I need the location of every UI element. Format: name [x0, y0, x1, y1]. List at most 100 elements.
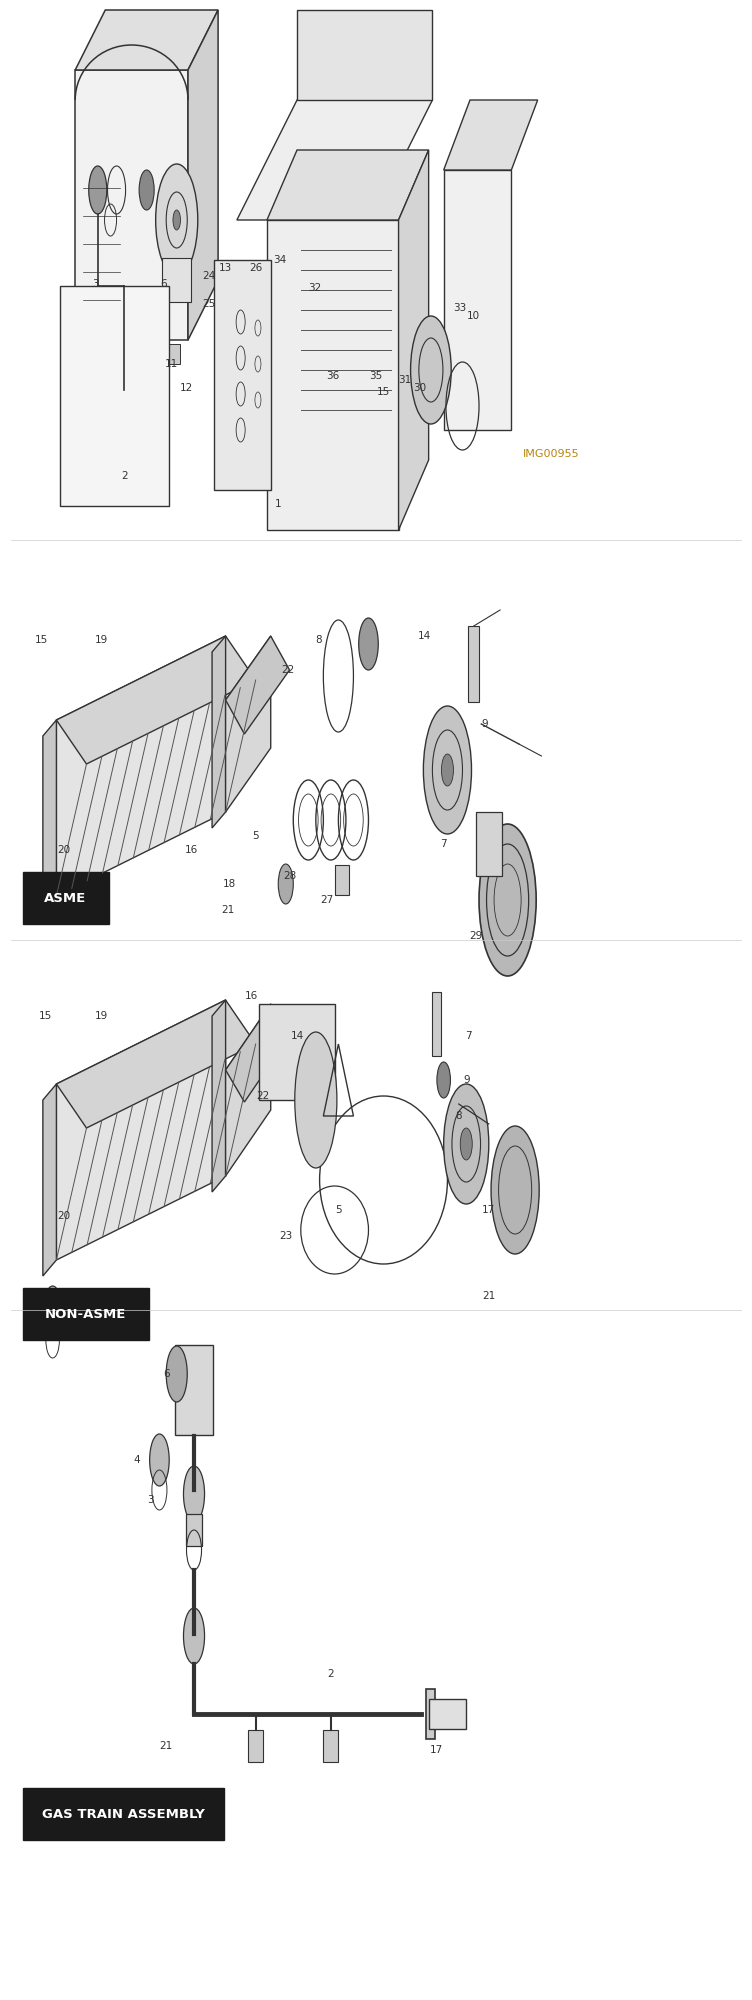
Circle shape [278, 864, 293, 904]
Text: 2: 2 [121, 470, 127, 480]
Polygon shape [212, 1000, 226, 1192]
Text: 17: 17 [482, 1204, 496, 1216]
Text: 29: 29 [469, 932, 483, 942]
Circle shape [437, 1062, 450, 1098]
Text: GAS TRAIN ASSEMBLY: GAS TRAIN ASSEMBLY [42, 1808, 205, 1820]
Polygon shape [162, 258, 191, 302]
Circle shape [156, 164, 198, 276]
FancyBboxPatch shape [23, 1288, 149, 1340]
Text: 7: 7 [465, 1032, 472, 1040]
Text: 7: 7 [441, 840, 447, 848]
Polygon shape [175, 1344, 213, 1436]
Polygon shape [226, 636, 271, 812]
Circle shape [150, 1434, 169, 1486]
Text: 22: 22 [256, 1092, 270, 1100]
Circle shape [183, 1608, 205, 1664]
Ellipse shape [295, 1032, 337, 1168]
Polygon shape [267, 150, 429, 220]
Polygon shape [297, 10, 432, 100]
Circle shape [441, 754, 453, 786]
Text: IMG00955: IMG00955 [523, 450, 579, 460]
Circle shape [44, 1286, 62, 1334]
Circle shape [359, 618, 378, 670]
Polygon shape [43, 1084, 56, 1276]
Text: 1: 1 [275, 498, 281, 508]
Circle shape [444, 1084, 489, 1204]
Polygon shape [56, 636, 256, 764]
Text: 3: 3 [92, 278, 99, 288]
Circle shape [166, 1346, 187, 1402]
Text: 28: 28 [283, 872, 296, 880]
Text: 15: 15 [377, 388, 390, 396]
Circle shape [479, 824, 536, 976]
Polygon shape [56, 636, 226, 896]
Polygon shape [166, 344, 180, 364]
Text: 19: 19 [95, 636, 108, 646]
Text: 34: 34 [273, 254, 287, 264]
Text: 18: 18 [223, 880, 236, 890]
Circle shape [173, 210, 180, 230]
Polygon shape [43, 720, 56, 912]
Text: 36: 36 [326, 372, 339, 380]
Text: 24: 24 [202, 270, 216, 280]
Text: 25: 25 [202, 298, 216, 308]
Text: 15: 15 [35, 636, 48, 646]
Text: 2: 2 [328, 1668, 334, 1680]
Polygon shape [75, 70, 188, 340]
Text: 22: 22 [281, 664, 295, 676]
Text: 19: 19 [95, 1012, 108, 1020]
Polygon shape [335, 866, 349, 896]
Polygon shape [56, 1000, 256, 1128]
Text: 9: 9 [482, 720, 488, 728]
Circle shape [460, 1128, 472, 1160]
Text: 10: 10 [467, 310, 481, 320]
Text: 35: 35 [369, 372, 383, 380]
Polygon shape [323, 1730, 338, 1762]
FancyBboxPatch shape [23, 1788, 224, 1840]
Text: 33: 33 [453, 302, 467, 312]
Polygon shape [186, 1514, 202, 1546]
Text: 21: 21 [221, 906, 235, 916]
Text: 14: 14 [418, 632, 432, 642]
Text: 3: 3 [147, 1496, 153, 1504]
Text: 5: 5 [335, 1204, 341, 1216]
Text: 8: 8 [456, 1112, 462, 1120]
Text: 32: 32 [308, 282, 321, 292]
Text: 21: 21 [159, 1740, 172, 1752]
Polygon shape [432, 992, 441, 1056]
Polygon shape [56, 1000, 226, 1260]
Polygon shape [429, 1698, 466, 1728]
Text: ASME: ASME [44, 892, 86, 904]
Text: 31: 31 [398, 376, 411, 384]
Polygon shape [75, 10, 218, 70]
Polygon shape [226, 1004, 290, 1102]
Text: 21: 21 [482, 1292, 496, 1300]
Text: 27: 27 [320, 896, 334, 906]
Text: 23: 23 [279, 1230, 293, 1240]
Text: NON-ASME: NON-ASME [45, 1308, 126, 1320]
Text: 6: 6 [164, 1368, 170, 1380]
Text: 14: 14 [290, 1032, 304, 1040]
Text: 5: 5 [253, 832, 259, 840]
Text: 15: 15 [38, 1012, 52, 1020]
Text: 16: 16 [185, 844, 199, 856]
FancyBboxPatch shape [23, 872, 109, 924]
Polygon shape [60, 286, 169, 506]
Text: 26: 26 [249, 262, 262, 272]
Circle shape [89, 166, 107, 214]
Polygon shape [444, 100, 538, 170]
Text: 9: 9 [463, 1076, 469, 1084]
Text: 8: 8 [315, 636, 321, 646]
Text: 13: 13 [219, 262, 232, 272]
Text: 4: 4 [134, 1456, 140, 1464]
Polygon shape [237, 100, 432, 220]
Text: 6: 6 [161, 278, 167, 288]
Polygon shape [83, 344, 97, 364]
Polygon shape [468, 626, 479, 702]
Text: 30: 30 [413, 384, 426, 392]
Polygon shape [444, 170, 511, 430]
Polygon shape [226, 636, 290, 734]
Circle shape [183, 1466, 205, 1522]
Polygon shape [267, 220, 399, 530]
Polygon shape [188, 10, 218, 340]
